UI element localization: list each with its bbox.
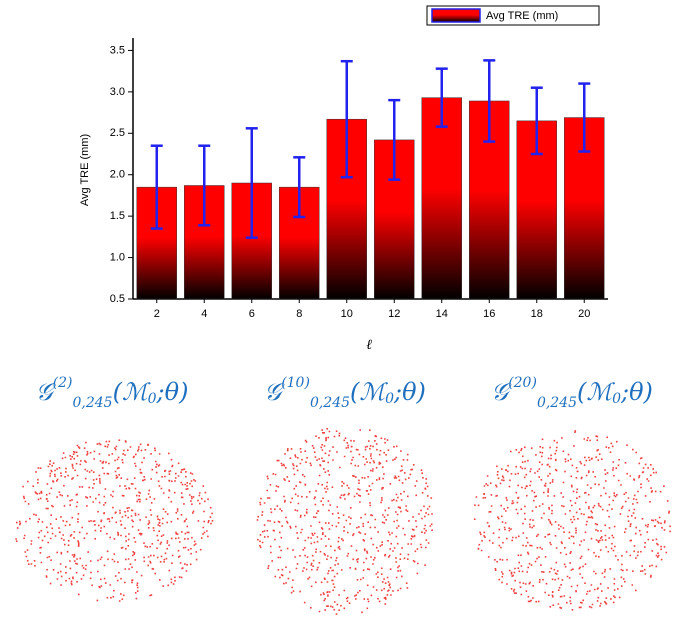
label-part: (ℳ — [577, 378, 615, 406]
label-part: 0 — [148, 391, 157, 407]
x-tick-label: 14 — [436, 308, 448, 320]
y-tick-label: 3.0 — [110, 86, 125, 98]
y-tick-label: 2.0 — [110, 169, 125, 181]
point-cloud — [15, 439, 214, 602]
error-bar — [150, 144, 163, 230]
label-part: 0,245 — [537, 395, 577, 411]
x-tick-label: 8 — [296, 308, 302, 320]
y-tick-label: 3.5 — [110, 44, 125, 56]
error-bar — [578, 82, 591, 153]
bar — [421, 97, 462, 300]
label-part: (10) — [281, 375, 310, 391]
x-tick-label: 10 — [341, 308, 353, 320]
x-axis-title: ℓ — [366, 337, 372, 353]
y-tick-label: 0.5 — [110, 293, 125, 305]
x-tick-label: 12 — [388, 308, 400, 320]
panel-label: 𝒢(20)0,245(ℳ0;θ) — [491, 375, 653, 411]
x-tick-label: 16 — [483, 308, 495, 320]
label-part: 0 — [612, 391, 621, 407]
x-tick-label: 18 — [531, 308, 543, 320]
x-tick-label: 4 — [201, 308, 207, 320]
error-bar — [293, 156, 306, 219]
error-bar — [435, 67, 448, 128]
error-bar — [483, 59, 496, 143]
error-bar — [530, 86, 543, 156]
panel-label: 𝒢(10)0,245(ℳ0;θ) — [264, 375, 426, 411]
label-part: (2) — [53, 375, 73, 391]
label-part: (ℳ — [350, 378, 388, 406]
legend-label: Avg TRE (mm) — [486, 10, 558, 22]
label-part: 𝒢 — [36, 378, 57, 406]
point-cloud — [473, 430, 671, 611]
error-bar — [198, 144, 211, 227]
label-part: ;θ) — [620, 378, 653, 406]
label-part: (20) — [508, 375, 537, 391]
panel-label: 𝒢(2) 0,245(ℳ0;θ) — [36, 375, 189, 411]
error-bar — [340, 59, 353, 179]
label-part: (ℳ — [113, 378, 151, 406]
x-tick-label: 2 — [154, 308, 160, 320]
point-cloud — [256, 428, 433, 615]
x-tick-label: 20 — [578, 308, 590, 320]
error-bar — [388, 98, 401, 181]
y-axis-title: Avg TRE (mm) — [79, 134, 91, 206]
label-part: 0 — [385, 391, 394, 407]
label-part: ;θ) — [156, 378, 189, 406]
y-tick-label: 2.5 — [110, 127, 125, 139]
y-tick-label: 1.5 — [110, 210, 125, 222]
legend-swatch — [431, 8, 481, 23]
error-bar — [245, 127, 258, 239]
label-part: 0,245 — [72, 395, 112, 411]
label-part: 𝒢 — [264, 378, 285, 406]
label-part: ;θ) — [393, 378, 426, 406]
label-part: 0,245 — [310, 395, 350, 411]
x-tick-label: 6 — [249, 308, 255, 320]
y-tick-label: 1.0 — [110, 251, 125, 263]
label-part: 𝒢 — [491, 378, 512, 406]
